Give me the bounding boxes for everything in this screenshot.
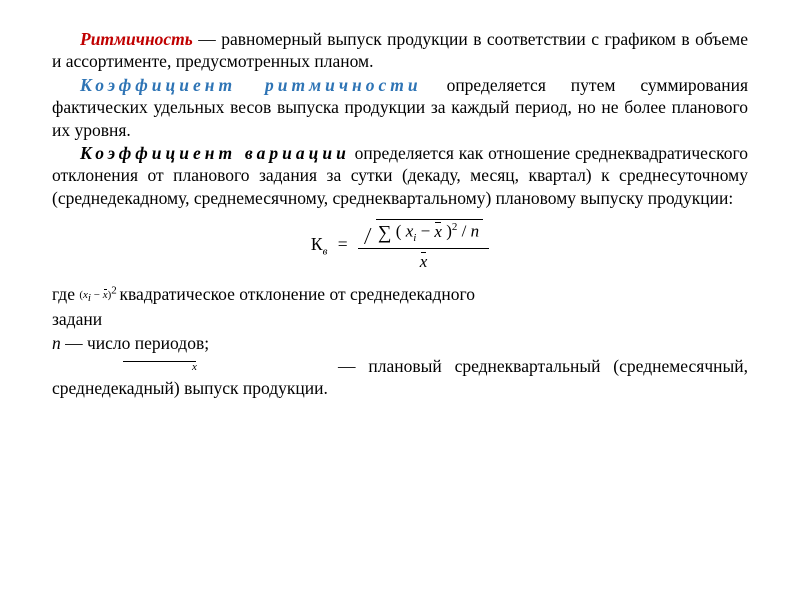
- where-prefix: где: [52, 284, 79, 304]
- paragraph-where-b: задани: [52, 308, 748, 330]
- where-text: квадратическое отклонение от среднедекад…: [120, 284, 476, 304]
- paragraph-xbar: x — плановый среднеквартальный (среднеме…: [52, 355, 748, 400]
- sqrt-icon: ∑ ( xi − x )2 / n: [364, 219, 483, 246]
- paragraph-n: n — число периодов;: [52, 332, 748, 354]
- formula-kv: Кв = ∑ ( xi − x )2 / n x: [52, 219, 748, 273]
- term-rhythmicity: Ритмичность: [80, 29, 193, 49]
- sigma-icon: ∑: [378, 223, 392, 244]
- formula-fraction: ∑ ( xi − x )2 / n x: [358, 219, 489, 273]
- formula-denominator: x: [358, 248, 489, 273]
- formula-lhs: Кв: [311, 234, 327, 254]
- var-n: n: [52, 333, 61, 353]
- formula-numerator: ∑ ( xi − x )2 / n: [358, 219, 489, 248]
- paragraph-coef-rhythm: Коэффициент ритмичности определяется пут…: [52, 74, 748, 141]
- small-deviation-formula: (xi − x)2: [79, 289, 119, 301]
- document-page: Ритмичность — равномерный выпуск продукц…: [0, 0, 800, 421]
- var-xbar: x: [122, 361, 197, 373]
- paragraph-rhythmicity: Ритмичность — равномерный выпуск продукц…: [52, 28, 748, 73]
- x-bar-den: x: [420, 251, 428, 273]
- x-bar-num: x: [434, 221, 442, 243]
- text-n: — число периодов;: [61, 333, 209, 353]
- paragraph-coef-variation: Коэффициент вариации определяется как от…: [52, 142, 748, 209]
- paragraph-where: где (xi − x)2 квадратическое отклонение …: [52, 283, 748, 307]
- formula-eq: =: [338, 234, 348, 254]
- term-coef-variation: Коэффициент вариации: [80, 143, 350, 163]
- term-coef-rhythm: Коэффициент ритмичности: [80, 75, 422, 95]
